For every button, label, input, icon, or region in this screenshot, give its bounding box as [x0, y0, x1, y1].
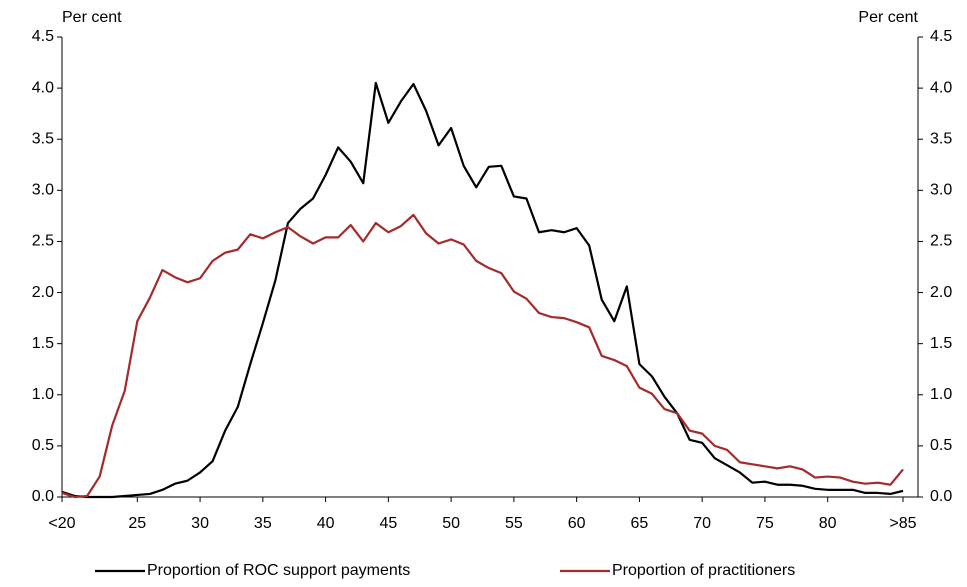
data-line: [61, 81, 904, 499]
x-tick-label: 70: [693, 515, 711, 532]
y-tick-label: 2.5: [32, 233, 54, 250]
y-axis-title: Per cent: [62, 9, 122, 26]
y2-tick-label: 1.5: [930, 335, 952, 352]
legend-label: Proportion of ROC support payments: [147, 562, 410, 579]
y-tick-label: 0.0: [32, 488, 54, 505]
x-tick-label: <20: [48, 515, 75, 532]
x-tick-label: 65: [631, 515, 649, 532]
x-tick-label: 80: [819, 515, 837, 532]
y2-tick-label: 2.5: [930, 233, 952, 250]
y2-axis-title: Per cent: [858, 9, 918, 26]
x-tick-label: 30: [191, 515, 209, 532]
x-tick-label: 35: [254, 515, 272, 532]
data-line: [61, 213, 904, 499]
y-tick-label: 3.5: [32, 130, 54, 147]
x-tick-label: 60: [568, 515, 586, 532]
y-tick-label: 1.0: [32, 386, 54, 403]
x-tick-label: 75: [756, 515, 774, 532]
y2-tick-label: 3.5: [930, 130, 952, 147]
y-tick-label: 2.0: [32, 284, 54, 301]
x-tick-label: 25: [128, 515, 146, 532]
x-tick-label: 55: [505, 515, 523, 532]
y2-tick-label: 0.5: [930, 437, 952, 454]
y-tick-label: 4.5: [32, 28, 54, 45]
y-tick-label: 4.0: [32, 79, 54, 96]
y2-tick-label: 4.5: [930, 28, 952, 45]
y2-tick-label: 0.0: [930, 488, 952, 505]
y2-tick-label: 1.0: [930, 386, 952, 403]
x-tick-label: 45: [379, 515, 397, 532]
y-tick-label: 3.0: [32, 182, 54, 199]
y2-tick-label: 3.0: [930, 182, 952, 199]
y2-tick-label: 4.0: [930, 79, 952, 96]
x-tick-label: >85: [889, 515, 916, 532]
legend-label: Proportion of practitioners: [612, 562, 795, 579]
y-tick-label: 0.5: [32, 437, 54, 454]
y2-tick-label: 2.0: [930, 284, 952, 301]
x-tick-label: 40: [317, 515, 335, 532]
y-tick-label: 1.5: [32, 335, 54, 352]
x-tick-label: 50: [442, 515, 460, 532]
